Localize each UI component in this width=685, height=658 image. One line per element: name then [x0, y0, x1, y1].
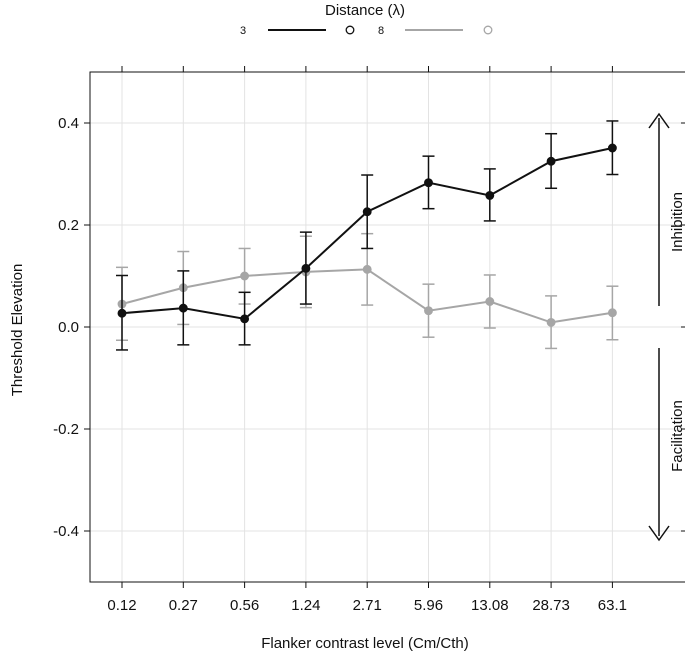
x-tick-labels: 0.12 0.27 0.56 1.24 2.71 5.96 13.08 28.73 63.1: [107, 597, 627, 614]
data-point: [362, 207, 372, 217]
inhibition-label: Inhibition: [669, 192, 685, 252]
legend-label: 8: [378, 25, 384, 37]
data-point: [240, 314, 250, 324]
y-tick-label: 0.0: [58, 319, 79, 336]
grid: [90, 72, 685, 582]
data-point: [240, 271, 250, 281]
data-point: [485, 297, 495, 306]
y-tick-label: -0.4: [53, 523, 79, 540]
plot-frame: [89, 71, 685, 583]
legend-marker: [345, 25, 355, 35]
legend: Distance (λ) 3 8: [240, 2, 493, 37]
legend-item-8: 8: [378, 25, 493, 37]
legend-marker: [483, 25, 493, 35]
data-point: [546, 317, 556, 327]
series-layer: [116, 120, 619, 351]
data-point: [178, 303, 188, 313]
data-point: [485, 190, 495, 200]
x-tick-label: 5.96: [414, 597, 443, 614]
x-tick-label: 63.1: [598, 597, 627, 614]
legend-label: 3: [240, 25, 246, 37]
y-tick-label: 0.4: [58, 115, 79, 132]
x-tick-label: 13.08: [471, 597, 509, 614]
axis-ticks: [84, 66, 685, 588]
data-point: [607, 143, 617, 153]
data-point: [424, 178, 433, 188]
y-tick-labels: -0.4 -0.2 0.0 0.2 0.4: [53, 115, 79, 540]
series-3: [116, 120, 619, 351]
annotations: Inhibition Facilitation: [648, 112, 685, 542]
y-tick-label: -0.2: [53, 421, 79, 438]
legend-title: Distance (λ): [325, 2, 405, 19]
x-axis-label: Flanker contrast level (Cm/Cth): [261, 635, 469, 652]
legend-item-3: 3: [240, 25, 355, 37]
y-axis-label: Threshold Elevation: [9, 264, 26, 397]
data-point: [117, 308, 127, 318]
x-tick-label: 0.27: [169, 597, 198, 614]
data-point: [607, 308, 617, 318]
facilitation-arrow: [648, 348, 670, 542]
data-point: [362, 264, 372, 274]
x-tick-label: 2.71: [353, 597, 382, 614]
data-point: [301, 263, 311, 273]
data-point: [424, 306, 433, 316]
y-tick-label: 0.2: [58, 217, 79, 234]
x-tick-label: 0.12: [107, 597, 136, 614]
inhibition-arrow: [648, 112, 670, 306]
x-tick-label: 0.56: [230, 597, 259, 614]
data-point: [546, 156, 556, 166]
facilitation-label: Facilitation: [669, 400, 685, 472]
x-tick-label: 1.24: [291, 597, 320, 614]
x-tick-label: 28.73: [532, 597, 570, 614]
